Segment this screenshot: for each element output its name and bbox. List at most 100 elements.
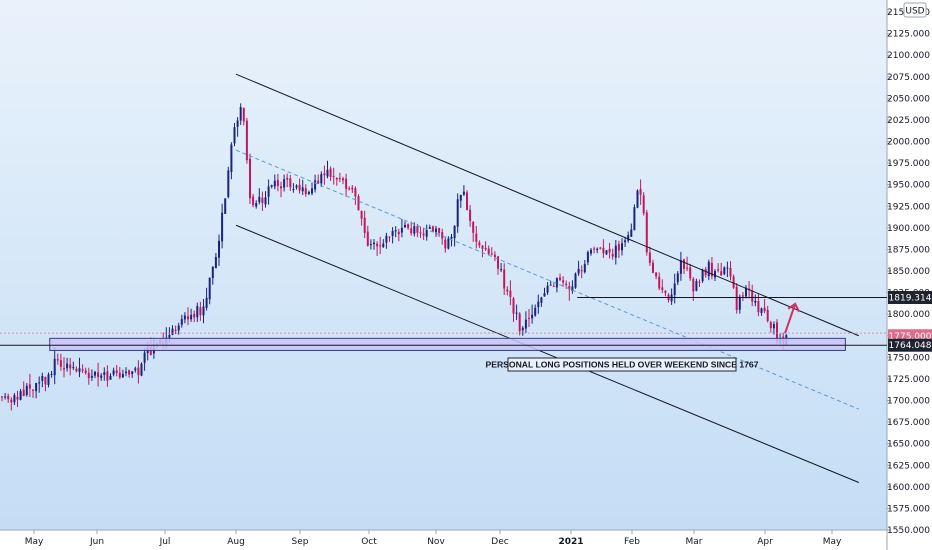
candle-body [236, 120, 239, 127]
candle-body [94, 371, 96, 376]
candle-body [611, 253, 614, 257]
price-tick-label: 1900.000 [887, 224, 930, 234]
candle-body [174, 329, 177, 331]
candle-body [512, 298, 515, 314]
up-arrow-shaft[interactable] [784, 303, 797, 334]
price-tag-1764-bg [888, 338, 932, 352]
candle-body [621, 243, 623, 251]
candle-body [25, 385, 28, 395]
support-zone[interactable] [49, 337, 846, 351]
candle-body [534, 307, 537, 316]
candle-body [701, 269, 704, 282]
channel-midline[interactable] [235, 149, 859, 410]
time-tick-label: Oct [361, 537, 377, 547]
candle-body [32, 389, 34, 391]
candle-body [698, 281, 701, 283]
price-tick-label: 1700.000 [887, 397, 930, 407]
candle-body [38, 382, 41, 384]
price-tick-label: 1550.000 [887, 526, 930, 536]
candle-body [227, 170, 230, 197]
candle-body [59, 360, 62, 367]
candle-body [676, 273, 679, 283]
candle-body [394, 230, 397, 232]
candle-body [50, 373, 53, 375]
candle-body [245, 120, 248, 161]
annotation-box[interactable]: PERSONAL LONG POSITIONS HELD OVER WEEKEN… [486, 357, 759, 372]
up-arrow-head[interactable] [787, 302, 801, 313]
candle-body [72, 367, 75, 369]
candle-body [686, 267, 689, 269]
candle-body [66, 363, 69, 369]
candle-body [221, 212, 224, 242]
candle-body [648, 252, 651, 263]
candle-body [500, 269, 503, 271]
time-tick-label: 2021 [558, 537, 583, 547]
time-axis[interactable]: May Jun Jul Aug Sep Oct Nov Dec 2021 Feb Mar Apr May [25, 530, 842, 547]
candle-body [304, 188, 307, 195]
candle-body [100, 375, 103, 378]
channel-upper-line[interactable] [235, 73, 859, 337]
candle-body [177, 325, 180, 331]
time-tick-label: May [823, 537, 842, 547]
price-tick-label: 1575.000 [887, 504, 930, 514]
candle-body [497, 256, 499, 269]
candle-body [760, 308, 763, 314]
candle-body [242, 108, 245, 122]
candle-body [515, 312, 518, 314]
channel-lower-line[interactable] [235, 224, 859, 483]
candle-body [419, 232, 422, 234]
candle-body [292, 188, 295, 190]
candle-body [689, 267, 692, 279]
candle-body [109, 376, 112, 380]
candle-body [757, 300, 760, 313]
candle-body [769, 322, 772, 329]
price-tick-label: 2075.000 [887, 73, 930, 83]
candle-body [568, 286, 571, 290]
candle-body [78, 368, 81, 372]
candle-body [580, 270, 583, 272]
candle-body [679, 260, 682, 274]
price-tick-label: 1725.000 [887, 375, 930, 385]
candle-body [84, 370, 87, 373]
candle-body [342, 178, 344, 181]
candle-body [540, 297, 543, 303]
candle-body [695, 281, 698, 291]
time-tick-label: Sep [292, 537, 309, 547]
candle-body [735, 286, 738, 310]
candle-body [171, 328, 174, 335]
candle-body [87, 372, 90, 379]
candle-body [645, 212, 648, 253]
candle-body [422, 233, 425, 236]
candle-body [224, 198, 227, 214]
candle-body [605, 250, 608, 255]
time-tick-label: Aug [227, 537, 245, 547]
candle-body [273, 180, 276, 187]
candle-body [183, 315, 186, 320]
candle-body [22, 389, 25, 397]
price-tick-label: 1625.000 [887, 461, 930, 471]
candle-body [397, 231, 400, 235]
candle-body [143, 352, 146, 363]
candle-body [4, 396, 7, 398]
time-axis-background [0, 530, 887, 550]
candle-body [258, 196, 261, 203]
time-tick-label: Dec [491, 537, 508, 547]
candle-body [373, 242, 375, 245]
candle-body [518, 313, 521, 332]
candle-body [180, 319, 183, 325]
candle-body [478, 242, 481, 246]
candle-body [196, 305, 199, 318]
time-tick-label: Apr [757, 537, 773, 547]
candle-body [741, 295, 744, 297]
price-tick-label: 1650.000 [887, 440, 930, 450]
candle-body [509, 290, 512, 298]
price-tag-current-text: 1775.000 [889, 332, 932, 342]
candle-body [441, 232, 444, 239]
candle-body [506, 289, 509, 292]
candle-body [410, 228, 413, 234]
candle-body [301, 187, 304, 192]
currency-text: USD [905, 7, 924, 17]
